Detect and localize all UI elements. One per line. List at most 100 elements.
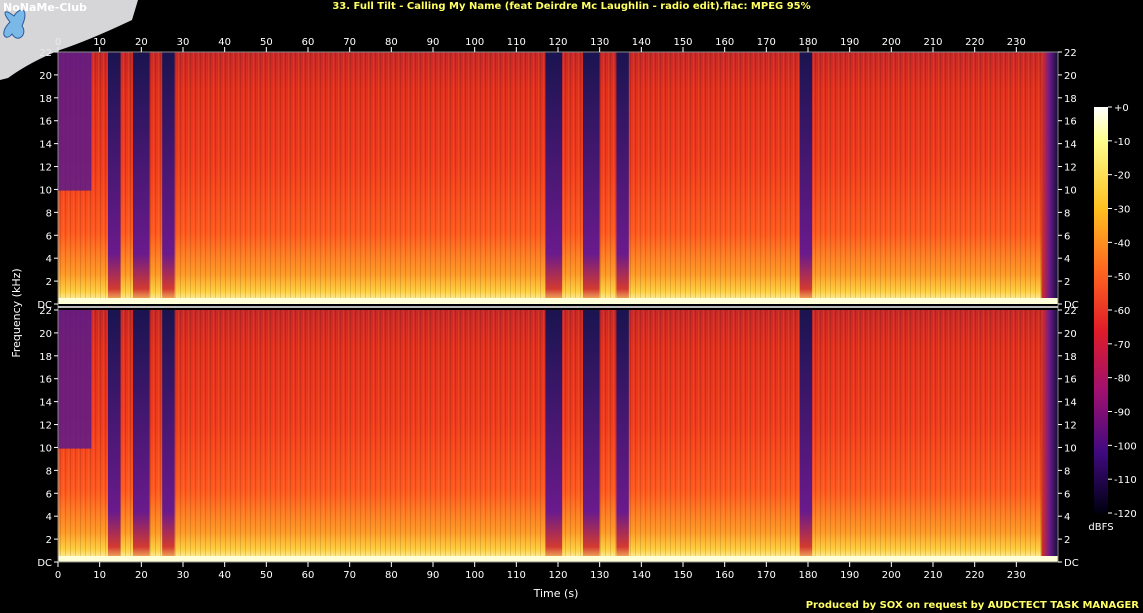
y-tick-label-right: 14 (1064, 140, 1077, 151)
y-tick-label: 18 (39, 94, 52, 105)
quiet-segment (162, 52, 175, 304)
x-tick-label-top: 110 (507, 37, 526, 48)
x-tick-label: 130 (590, 570, 609, 581)
y-tick-label-right: DC (1064, 558, 1079, 569)
outro-fade (1041, 310, 1058, 562)
x-tick-label: 170 (757, 570, 776, 581)
x-tick-label-top: 170 (757, 37, 776, 48)
y-axis-label: Frequency (kHz) (10, 268, 23, 357)
x-tick-label: 60 (302, 570, 315, 581)
quiet-segment (583, 52, 600, 304)
x-tick-label: 20 (135, 570, 148, 581)
y-tick-label: 14 (39, 140, 52, 151)
x-tick-label: 10 (93, 570, 106, 581)
x-tick-label: 40 (218, 570, 231, 581)
y-tick-label: 4 (46, 254, 52, 265)
y-tick-label-right: 12 (1064, 421, 1077, 432)
x-tick-label: 200 (882, 570, 901, 581)
y-tick-label: 10 (39, 185, 52, 196)
quiet-segment (545, 52, 563, 304)
x-tick-label-top: 190 (840, 37, 859, 48)
colorbar-tick-label: -90 (1114, 408, 1130, 419)
x-tick-label: 110 (507, 570, 526, 581)
y-tick-label-right: 22 (1064, 48, 1077, 59)
y-tick-label-right: 8 (1064, 466, 1070, 477)
x-tick-label: 140 (632, 570, 651, 581)
quiet-segment (545, 310, 563, 562)
colorbar-tick-label: -10 (1114, 137, 1130, 148)
x-tick-label-top: 60 (302, 37, 315, 48)
colorbar-label: dBFS (1088, 522, 1113, 533)
y-tick-label: 16 (39, 375, 52, 386)
x-tick-label: 50 (260, 570, 273, 581)
y-tick-label: 4 (46, 512, 52, 523)
y-tick-label-right: 8 (1064, 208, 1070, 219)
x-tick-label-top: 230 (1007, 37, 1026, 48)
y-tick-label-right: 16 (1064, 117, 1077, 128)
x-tick-label: 210 (923, 570, 942, 581)
x-tick-label-top: 70 (343, 37, 356, 48)
colorbar-tick-label: +0 (1114, 103, 1129, 114)
x-tick-label: 160 (715, 570, 734, 581)
quiet-segment (583, 310, 600, 562)
y-tick-label: 8 (46, 466, 52, 477)
y-tick-label: 2 (46, 535, 52, 546)
outro-fade (1041, 52, 1058, 304)
intro-fade (58, 310, 92, 449)
y-tick-label: 20 (39, 71, 52, 82)
colorbar-ticks: +0 -10 -20 -30 -40 -50 -60 -70 -80 -90 -100 -110 -12… (1108, 103, 1137, 520)
spectrogram-panels (58, 52, 1058, 562)
quiet-segment (108, 310, 121, 562)
x-tick-label-top: 80 (385, 37, 398, 48)
y-tick-label-right: 2 (1064, 535, 1070, 546)
y-tick-label: 18 (39, 352, 52, 363)
x-tick-label-top: 90 (427, 37, 440, 48)
y-tick-label: 6 (46, 231, 52, 242)
x-tick-label-top: 20 (135, 37, 148, 48)
x-tick-label: 220 (965, 570, 984, 581)
x-tick-label: 80 (385, 570, 398, 581)
y-tick-label-right: 2 (1064, 277, 1070, 288)
y-tick-label-right: 10 (1064, 443, 1077, 454)
y-tick-label-right: 18 (1064, 352, 1077, 363)
footer-credit: Produced by SOX on request by AUDCTECT T… (805, 600, 1139, 611)
x-tick-label-top: 10 (93, 37, 106, 48)
y-tick-label-right: 20 (1064, 329, 1077, 340)
quiet-segment (133, 310, 150, 562)
quiet-segment (108, 52, 121, 304)
y-tick-label: 22 (39, 306, 52, 317)
y-tick-label: 12 (39, 163, 52, 174)
y-tick-label-right: 22 (1064, 306, 1077, 317)
colorbar-tick-label: -80 (1114, 374, 1130, 385)
y-tick-label-right: 12 (1064, 163, 1077, 174)
x-tick-label-top: 180 (798, 37, 817, 48)
quiet-segment (799, 52, 813, 304)
x-tick-label-top: 30 (177, 37, 190, 48)
y-tick-label: 14 (39, 398, 52, 409)
y-tick-label: DC (37, 300, 52, 311)
y-tick-label: 10 (39, 443, 52, 454)
x-tick-label-top: 120 (548, 37, 567, 48)
y-tick-label: 20 (39, 329, 52, 340)
x-axis-label: Time (s) (533, 587, 579, 600)
colorbar-tick-label: -30 (1114, 205, 1130, 216)
y-tick-label: 12 (39, 421, 52, 432)
y-tick-label-right: 16 (1064, 375, 1077, 386)
colorbar-tick-label: -70 (1114, 340, 1130, 351)
x-tick-label-top: 220 (965, 37, 984, 48)
colorbar-tick-label: -40 (1114, 238, 1130, 249)
x-tick-label-top: 130 (590, 37, 609, 48)
x-tick-label: 180 (798, 570, 817, 581)
x-tick-label: 230 (1007, 570, 1026, 581)
x-tick-label-top: 50 (260, 37, 273, 48)
low-frequency-band (58, 298, 1058, 304)
x-tick-label: 100 (465, 570, 484, 581)
x-tick-label-top: 200 (882, 37, 901, 48)
quiet-segment (616, 310, 629, 562)
quiet-segment (799, 310, 813, 562)
chart-title: 33. Full Tilt - Calling My Name (feat De… (332, 1, 811, 12)
intro-fade (58, 52, 92, 191)
x-tick-label-top: 210 (923, 37, 942, 48)
x-tick-label-top: 100 (465, 37, 484, 48)
